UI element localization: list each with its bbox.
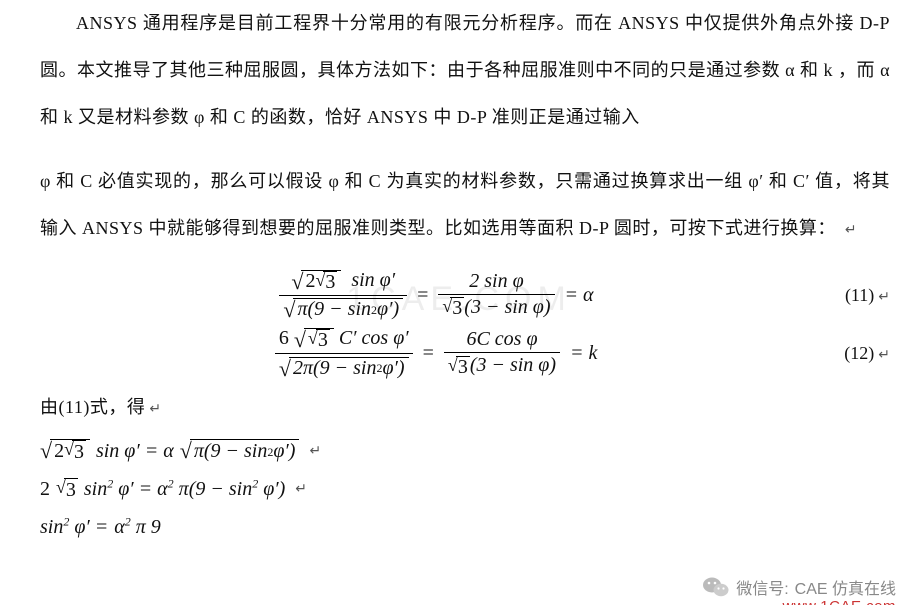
page: ANSYS 通用程序是目前工程界十分常用的有限元分析程序。而在 ANSYS 中仅… — [0, 0, 918, 605]
eq12-rhs: = k — [570, 342, 597, 365]
from-eq-11: 由(11)式，得 ↵ — [40, 389, 890, 425]
d2-phi: φ′ = α — [113, 478, 167, 500]
eq11-sin-phi-prime: sin φ′ — [351, 269, 395, 291]
equation-11: √ 2 √ 3 sin φ′ — [40, 270, 890, 320]
derivation-1: √ 2 √ 3 sin φ′ = α √ π(9 − sin2 φ′) ↵ — [40, 439, 890, 464]
derivation-2: 2 √ 3 sin2 φ′ = α2 π(9 − sin2 φ′) ↵ — [40, 478, 890, 502]
site-link[interactable]: www.1CAE.com — [782, 598, 896, 605]
from-eq-11-text: 由(11)式，得 — [40, 397, 145, 417]
line-break-marker: ↵ — [295, 481, 307, 498]
eq11-outer-coef: 2 — [305, 271, 315, 292]
eq12-den-2pi: 2π(9 − sin — [293, 358, 377, 379]
eq11-label: (11) — [845, 285, 874, 305]
eq12-mid-den-suffix: (3 − sin φ) — [470, 354, 556, 376]
d1-inner-rad: 3 — [72, 440, 86, 464]
eq11-rhs: = α — [565, 284, 594, 307]
paragraph-1: ANSYS 通用程序是目前工程界十分常用的有限元分析程序。而在 ANSYS 中仅… — [40, 0, 890, 140]
eq11-mid-den-suffix: (3 − sin φ) — [464, 296, 550, 318]
wechat-label: 微信号: — [736, 575, 788, 599]
d1-rhs-suffix: φ′) — [273, 440, 295, 463]
d1-coef: 2 — [54, 440, 64, 463]
eq11-inner-rad: 3 — [323, 271, 337, 293]
d2-suffix: φ′) — [258, 478, 285, 500]
wechat-icon — [702, 575, 730, 599]
line-break-marker: ↵ — [149, 402, 161, 417]
line-break-marker: ↵ — [878, 348, 890, 363]
paragraph-2-text: φ 和 C 必值实现的，那么可以假设 φ 和 C 为真实的材料参数，只需通过换算… — [40, 171, 890, 238]
d3-phi: φ′ = — [69, 516, 108, 538]
eq12-mid-num: 6C cos φ — [462, 329, 541, 352]
line-break-marker: ↵ — [309, 443, 321, 460]
d1-sin: sin φ′ = α — [96, 440, 174, 463]
wechat-account: CAE 仿真在线 — [795, 575, 896, 599]
derivation-3: sin2 φ′ = α2 π 9 xx — [40, 516, 890, 539]
eq11-den-suffix: φ′) — [377, 299, 399, 320]
eq12-Ccos: C′ cos φ′ — [339, 327, 409, 349]
equation-12: 6 √ √ 3 C′ cos φ′ — [40, 328, 890, 378]
eq11-den-pi: π(9 − sin — [297, 299, 371, 320]
d3-a: α — [114, 516, 125, 538]
eq12-num-coef: 6 — [279, 327, 289, 349]
d2-sin: sin — [84, 478, 107, 500]
footer: 微信号: CAE 仿真在线 — [702, 575, 896, 599]
eq12-den-suffix: φ′) — [382, 358, 404, 379]
wechat-block: 微信号: CAE 仿真在线 — [702, 575, 896, 599]
paragraph-2: φ 和 C 必值实现的，那么可以假设 φ 和 C 为真实的材料参数，只需通过换算… — [40, 158, 890, 252]
d1-rhs-rad: π(9 − sin — [194, 440, 268, 463]
eq12-label: (12) — [844, 343, 874, 363]
eq11-mid-num: 2 sin φ — [465, 271, 527, 294]
eq11-mid-den-rad: 3 — [450, 297, 464, 319]
d2-pi: π(9 − sin — [174, 478, 253, 500]
d2-coef: 2 — [40, 478, 50, 501]
d3-pi9: π 9 — [131, 516, 161, 538]
d3-sin: sin — [40, 516, 63, 538]
line-break-marker: ↵ — [845, 223, 857, 238]
line-break-marker: ↵ — [878, 290, 890, 305]
